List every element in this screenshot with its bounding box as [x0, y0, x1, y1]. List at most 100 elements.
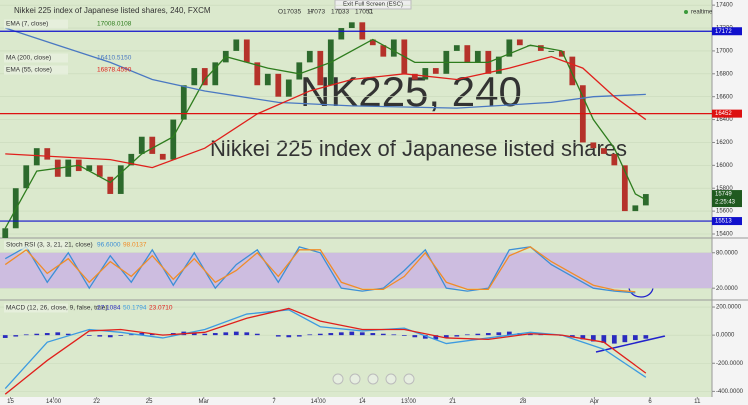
legend-box	[4, 303, 68, 313]
annotation-trendline	[595, 335, 666, 353]
oscillator-line	[4, 246, 636, 293]
candle	[548, 50, 555, 52]
candle	[180, 85, 187, 120]
candle	[642, 194, 649, 206]
macd-line	[4, 309, 647, 390]
histogram-bar	[2, 335, 8, 338]
x-tick-label: 14	[359, 399, 366, 405]
nav-button[interactable]	[367, 373, 379, 385]
candle	[2, 228, 9, 238]
x-tick-label: Apr	[590, 399, 599, 405]
countdown: 2:25:43	[715, 200, 736, 206]
histogram-bar	[233, 331, 239, 336]
candle	[390, 39, 397, 57]
candle	[569, 56, 576, 86]
candle	[233, 39, 240, 51]
histogram-bar	[86, 335, 92, 336]
histogram-bar	[359, 332, 365, 336]
price-label: 15749	[715, 192, 732, 198]
y-tick-label: 16200	[716, 140, 733, 146]
histogram-bar	[464, 334, 470, 336]
y-tick-label: -200.0000	[716, 361, 744, 367]
legend-value: 98.0137	[123, 242, 147, 249]
histogram-bar	[643, 335, 649, 339]
histogram-bar	[611, 335, 617, 344]
histogram-bar	[601, 335, 607, 343]
candle	[296, 62, 303, 80]
nav-button[interactable]	[349, 373, 361, 385]
legend-value: 16410.5150	[97, 55, 132, 62]
banner-box[interactable]	[334, 0, 412, 10]
level-label: 15513	[715, 219, 732, 225]
candle	[621, 165, 628, 212]
histogram-bar	[317, 333, 323, 336]
y-tick-label: 16800	[716, 71, 733, 77]
legend-value: 17008.0108	[97, 21, 132, 28]
level-tag	[712, 109, 742, 118]
y-tick-label: 17400	[716, 3, 733, 9]
x-tick-label: 14:00	[46, 399, 62, 405]
candle	[191, 68, 198, 86]
candle	[254, 62, 261, 86]
candle	[590, 142, 597, 149]
x-tick-label: 28	[520, 399, 527, 405]
x-tick-label: Mar	[199, 399, 209, 405]
histogram-bar	[275, 335, 281, 337]
x-tick-label: 25	[146, 399, 153, 405]
legend-box	[4, 65, 68, 75]
legend-value: 16878.4590	[97, 67, 132, 74]
histogram-bar	[412, 335, 418, 338]
candle	[611, 153, 618, 166]
histogram-bar	[349, 331, 355, 336]
histogram-bar	[391, 334, 397, 336]
histogram-bar	[632, 335, 638, 341]
histogram-bar	[202, 333, 208, 336]
macd-line	[4, 307, 647, 395]
candle	[516, 39, 523, 46]
histogram-bar	[433, 335, 439, 340]
candle	[23, 165, 30, 189]
legend-name: MACD (12, 26, close, 9, false, true)	[6, 305, 108, 312]
ohlc-label: 17051	[355, 9, 373, 16]
x-tick-label: 22	[93, 399, 100, 405]
nav-button[interactable]	[385, 373, 397, 385]
histogram-bar	[485, 333, 491, 336]
histogram-bar	[128, 334, 134, 336]
candle	[453, 45, 460, 51]
candle	[474, 50, 481, 63]
nav-button[interactable]	[403, 373, 415, 385]
histogram-bar	[97, 335, 103, 337]
ohlc-label: 17035	[283, 9, 301, 16]
histogram-bar	[622, 335, 628, 343]
y-tick-label: 16400	[716, 117, 733, 123]
histogram-bar	[380, 333, 386, 336]
candle	[537, 45, 544, 51]
indicator-line	[4, 38, 647, 229]
histogram-bar	[338, 332, 344, 336]
candle	[159, 153, 166, 160]
indicator-line	[5, 27, 646, 109]
histogram-bar	[65, 333, 71, 336]
histogram-bar	[307, 334, 313, 336]
status-dot	[684, 10, 688, 14]
nav-button[interactable]	[332, 373, 344, 385]
histogram-bar	[223, 332, 229, 336]
legend-name: EMA (55, close)	[6, 67, 52, 74]
histogram-bar	[254, 333, 260, 336]
candle	[33, 148, 40, 166]
candle	[558, 50, 565, 57]
nav-buttons	[332, 373, 415, 385]
histogram-bar	[244, 332, 250, 336]
histogram-bar	[107, 335, 113, 338]
x-tick-label: 14:00	[311, 399, 327, 405]
legend-box	[4, 19, 68, 29]
x-tick-label: 13:00	[401, 399, 417, 405]
candle	[138, 136, 145, 154]
legend-value: 27.1084	[97, 305, 121, 312]
histogram-bar	[370, 333, 376, 336]
price-tag	[712, 190, 742, 208]
histogram-bar	[118, 335, 124, 336]
histogram-bar	[23, 334, 29, 336]
candle	[464, 45, 471, 63]
